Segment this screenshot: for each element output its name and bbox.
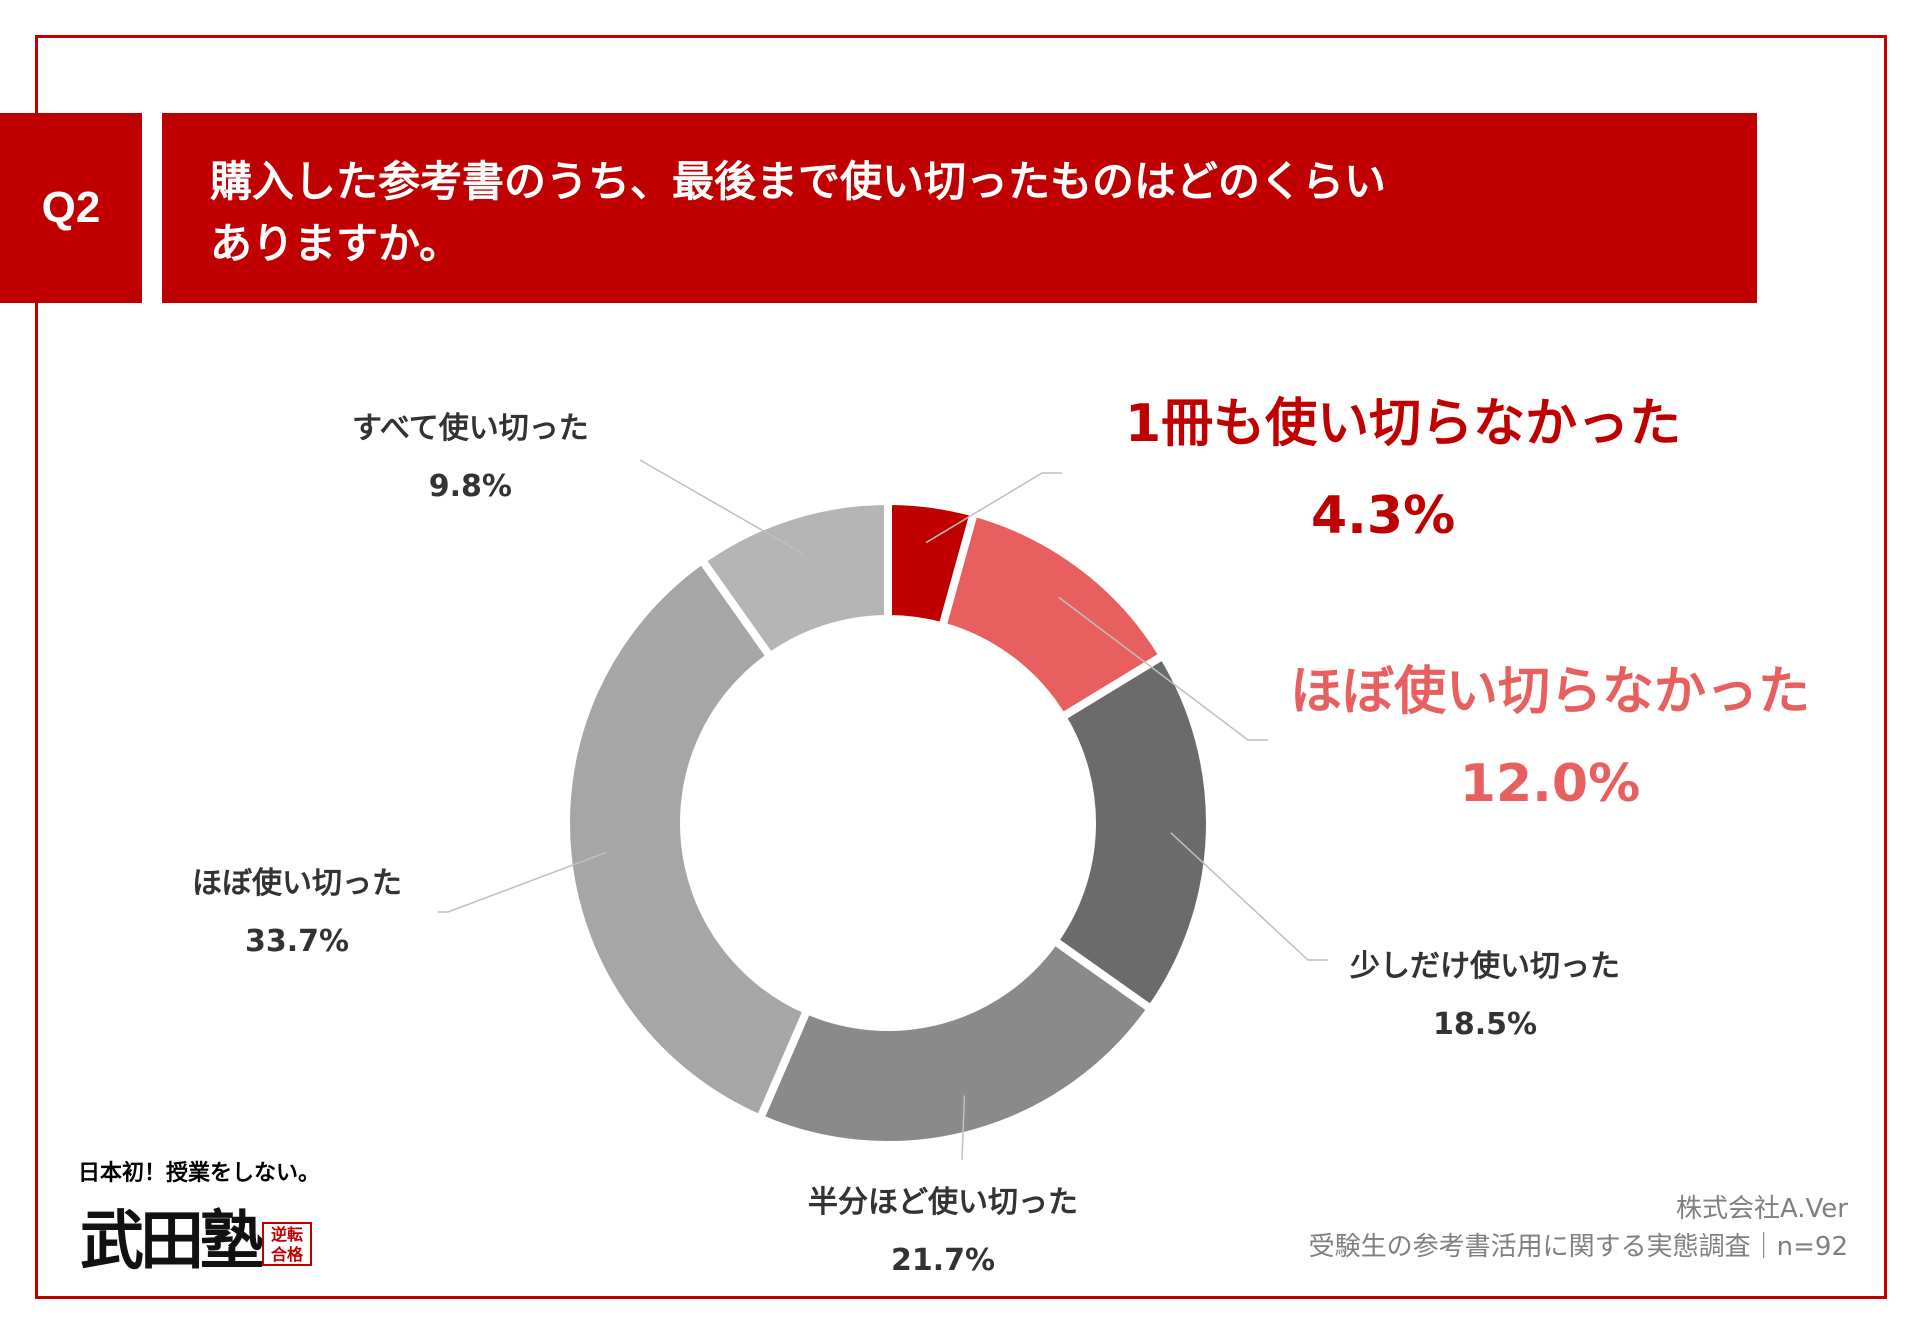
- leader-line-little-used: [1170, 832, 1328, 961]
- label-mostly-used: ほぼ使い切った 33.7%: [192, 855, 402, 971]
- leader-line-half-used: [961, 1095, 966, 1161]
- label-mostly-unused-value: 12.0%: [1459, 754, 1641, 814]
- leader-line-all-used: [639, 459, 803, 554]
- logo-seal: 逆転合格: [262, 1222, 312, 1266]
- donut-slice-half-used: [754, 935, 1157, 1150]
- label-mostly-unused-name: ほぼ使い切らなかった: [1290, 662, 1811, 722]
- donut-slice-mostly-used: [562, 554, 813, 1124]
- label-little-used: 少しだけ使い切った 18.5%: [1350, 938, 1620, 1054]
- label-none-used-name: 1冊も使い切らなかった: [1125, 394, 1682, 454]
- question-title-line-1: 購入した参考書のうち、最後まで使い切ったものはどのくらい: [210, 157, 1387, 206]
- question-number: Q2: [0, 113, 142, 303]
- label-none-used: 1冊も使い切らなかった 4.3%: [1125, 378, 1681, 562]
- label-mostly-used-name: ほぼ使い切った: [192, 866, 402, 901]
- logo-name: 武田塾: [80, 1204, 264, 1279]
- question-title: 購入した参考書のうち、最後まで使い切ったものはどのくらい ありますか。: [162, 113, 1757, 303]
- question-title-line-2: ありますか。: [210, 219, 462, 268]
- label-mostly-used-value: 33.7%: [244, 924, 350, 959]
- source-survey: 受験生の参考書活用に関する実態調査｜n=92: [1308, 1232, 1848, 1262]
- label-half-used-name: 半分ほど使い切った: [808, 1185, 1078, 1220]
- label-all-used-value: 9.8%: [428, 469, 512, 504]
- label-none-used-value: 4.3%: [1310, 486, 1456, 546]
- logo-caption: 日本初！授業をしない。: [78, 1160, 321, 1186]
- label-mostly-unused: ほぼ使い切らなかった 12.0%: [1290, 646, 1810, 830]
- leader-line-mostly-used: [438, 851, 607, 913]
- label-all-used: すべて使い切った 9.8%: [352, 400, 589, 516]
- source-company: 株式会社A.Ver: [1675, 1194, 1848, 1224]
- label-little-used-name: 少しだけ使い切った: [1350, 949, 1620, 984]
- donut-slice-little-used: [1048, 650, 1214, 1015]
- label-little-used-value: 18.5%: [1432, 1007, 1538, 1042]
- source-credit: 株式会社A.Ver 受験生の参考書活用に関する実態調査｜n=92: [1309, 1190, 1848, 1266]
- label-half-used: 半分ほど使い切った 21.7%: [808, 1174, 1078, 1290]
- donut-slice-all-used: [696, 496, 892, 663]
- leader-line-none-used: [925, 472, 1062, 544]
- slide-frame: [35, 35, 1887, 1299]
- label-all-used-name: すべて使い切った: [352, 411, 589, 446]
- label-half-used-value: 21.7%: [890, 1243, 996, 1278]
- leader-line-mostly-unused: [1058, 596, 1268, 741]
